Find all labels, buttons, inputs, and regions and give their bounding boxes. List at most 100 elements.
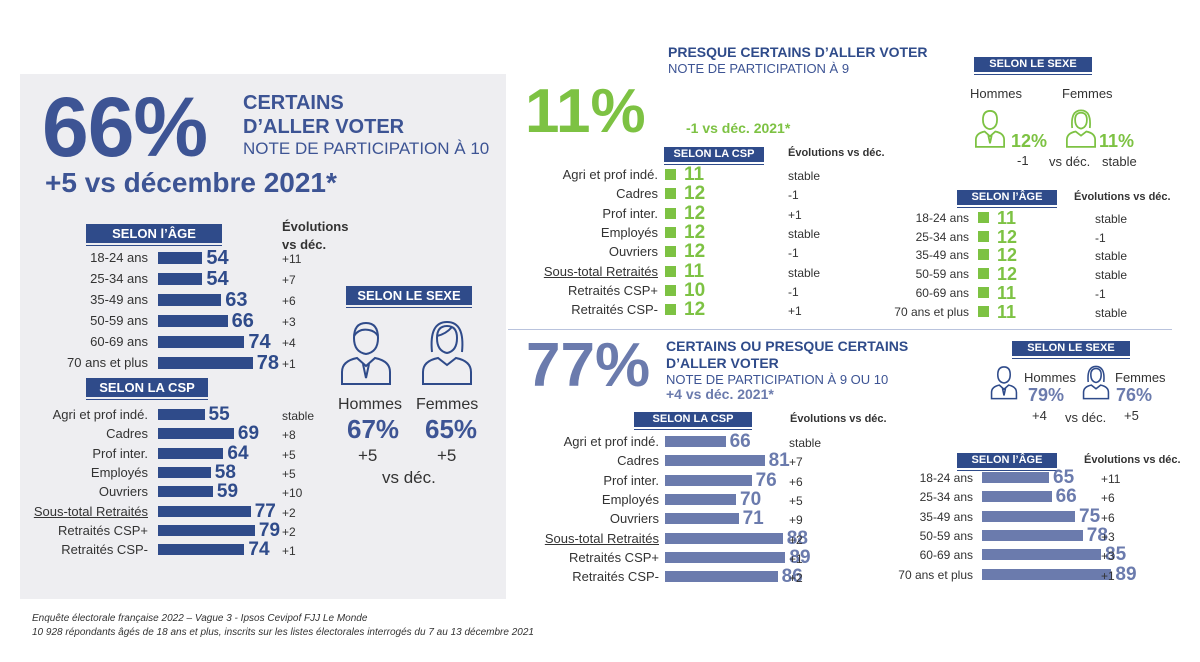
female-icon [1082,365,1110,400]
bar-value: 59 [216,481,239,503]
row-label: Agri et prof indé. [562,167,658,182]
row-label: Ouvriers [98,484,148,500]
bar [982,529,1083,541]
bar [665,436,726,447]
evolution-value: +4 [282,336,296,350]
bar [665,169,676,180]
evolution-value: +1 [789,551,803,566]
row-label: Prof inter. [602,205,658,221]
bar-value: 58 [214,461,236,483]
bar [665,571,778,583]
row-label: 18-24 ans [90,250,148,265]
evolution-value: +3 [282,315,296,329]
bar [982,472,1049,483]
row-label: 70 ans et plus [898,567,973,582]
row-label: 50-59 ans [915,267,969,282]
evolution-value: +9 [789,513,803,528]
bar-value: 11 [997,208,1017,228]
row-label: 25-34 ans [919,490,973,505]
bar [158,294,222,306]
row-label: Retraités CSP+ [569,549,659,565]
combined-femmes-value: 76% [1116,385,1153,405]
footer-source: Enquête électorale française 2022 – Vagu… [32,613,368,624]
row-label: Employés [90,464,148,480]
row-label: Cadres [106,426,148,442]
presque-age-evo-header: Évolutions vs déc. [1074,191,1171,203]
combined-age-evo-header: Évolutions vs déc. [1084,454,1181,466]
bar-value: 12 [997,245,1018,266]
combined-hommes-evo: +4 [1032,408,1047,423]
combined-hommes-label: Hommes [1024,370,1077,385]
evolution-value: +7 [282,273,296,287]
evolution-value: stable [282,409,315,423]
bar-value: 12 [684,202,706,224]
presque-title: PRESQUE CERTAINS D’ALLER VOTER [668,44,928,60]
row-label: Retraités CSP- [572,569,659,585]
bar-value: 78 [256,352,280,374]
presque-csp-evo-header: Évolutions vs déc. [788,147,885,159]
female-icon [422,320,472,385]
row-label: Retraités CSP+ [58,522,148,538]
presque-hommes-value: 12% [1011,131,1048,151]
bar [665,474,752,486]
evolution-value: -1 [788,188,799,203]
bar [158,505,251,517]
female-icon [1066,109,1096,148]
combined-title-line2: D’ALLER VOTER [666,355,779,371]
certains-hommes-value: 67% [347,414,400,444]
combined-sexe-vs: vs déc. [1065,410,1107,425]
certains-sexe-header: SELON LE SEXE [346,286,472,308]
certains-big-percent: 66% [42,80,208,174]
row-label: 60-69 ans [90,334,148,349]
combined-sexe-header: SELON LE SEXE [1012,341,1130,359]
bar [158,447,224,459]
row-label: 35-49 ans [919,509,973,524]
row-label: Prof inter. [603,472,659,488]
presque-sexe-vs: vs déc. [1049,154,1091,169]
evolution-value: +11 [282,252,302,266]
male-icon [341,321,391,385]
bar-value: 65 [1053,467,1075,488]
row-label: 25-34 ans [915,229,969,244]
evolution-value: stable [788,226,821,241]
section-divider [508,329,1172,330]
combined-csp-evo-header: Évolutions vs déc. [790,413,887,425]
row-label: 60-69 ans [919,548,973,563]
certains-panel [20,74,506,599]
evolution-value: +6 [282,294,296,308]
bar [665,246,676,258]
certains-femmes-evo: +5 [437,446,457,465]
bar-value: 12 [997,226,1018,247]
bar-value: 63 [225,289,248,311]
row-label: Cadres [616,186,658,202]
bar [158,315,228,327]
evolution-value: stable [1095,212,1128,226]
bar-value: 89 [1115,563,1137,585]
bar-value: 54 [206,268,229,290]
evolution-value: +5 [789,493,803,508]
evolution-value: +2 [282,524,296,539]
row-label: 18-24 ans [915,211,969,225]
evolution-value: +1 [282,357,296,371]
evolution-value: +2 [282,505,296,520]
evolution-value: stable [789,436,822,450]
evolution-value: stable [788,169,821,183]
evolution-value: +6 [789,474,803,489]
presque-sexe-header: SELON LE SEXE [974,57,1092,75]
bar [158,524,255,536]
footer-sample: 10 928 répondants âgés de 18 ans et plus… [32,627,534,638]
bar-value: 10 [684,279,706,301]
row-label: 35-49 ans [915,248,969,263]
evolution-value: +1 [788,207,802,222]
evolution-value: +2 [789,532,803,547]
bar-value: 88 [786,527,808,549]
combined-age-header: SELON l’ÂGE [957,453,1057,471]
bar [665,207,676,219]
bar [158,466,211,478]
bar [978,305,989,317]
bar-value: 79 [258,519,281,541]
evolution-value: -1 [788,284,799,299]
row-label: Ouvriers [608,244,658,260]
bar [982,568,1112,580]
presque-femmes-label: Femmes [1062,86,1113,101]
